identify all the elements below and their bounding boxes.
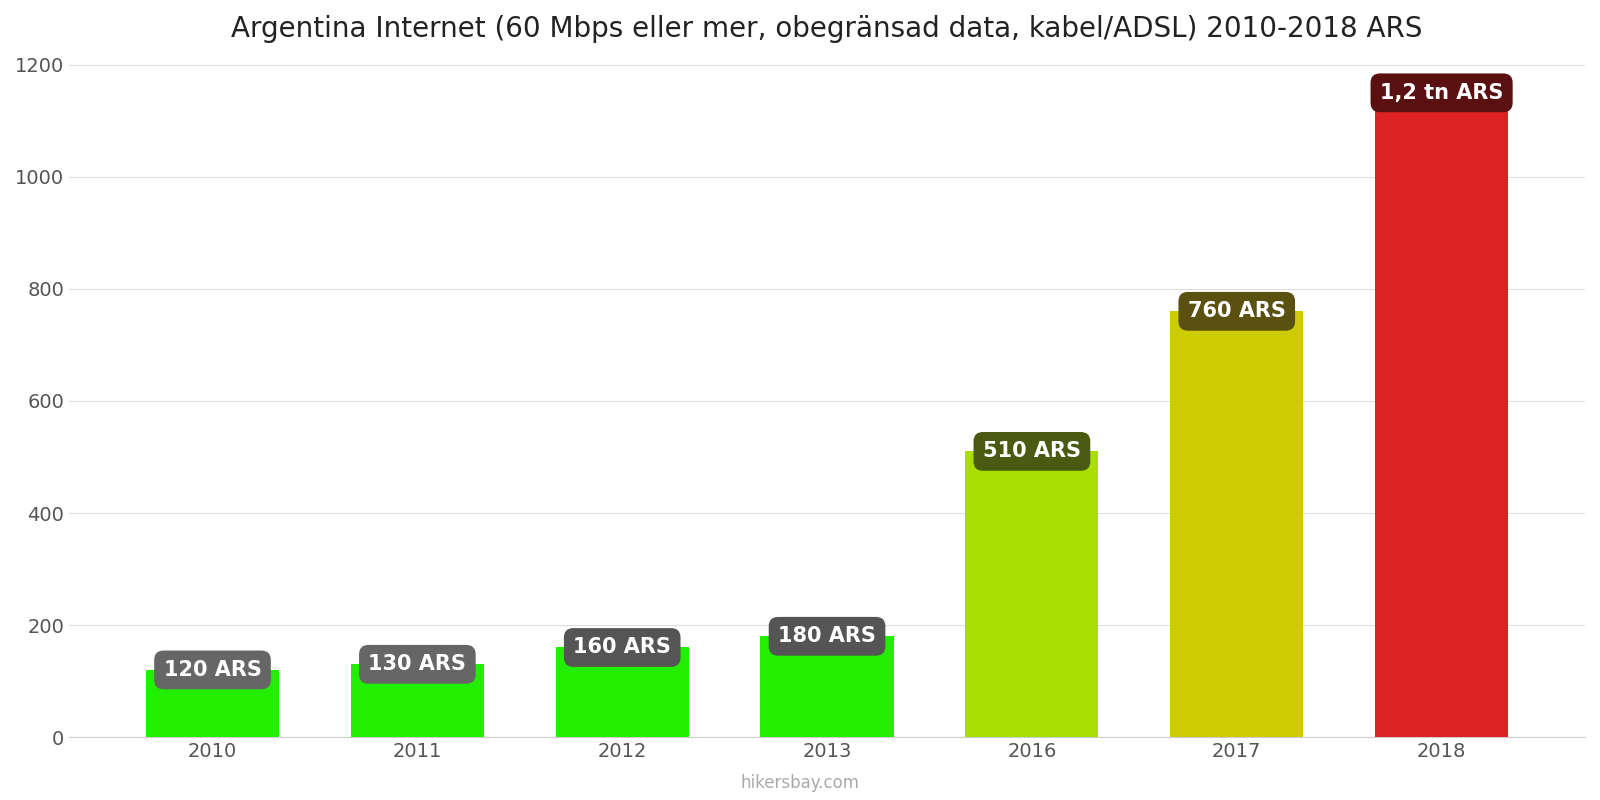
Bar (965, 451, 1099, 737)
Text: 120 ARS: 120 ARS (163, 660, 261, 680)
Text: 760 ARS: 760 ARS (1187, 302, 1286, 322)
Text: hikersbay.com: hikersbay.com (741, 774, 859, 792)
Title: Argentina Internet (60 Mbps eller mer, obegränsad data, kabel/ADSL) 2010-2018 AR: Argentina Internet (60 Mbps eller mer, o… (232, 15, 1422, 43)
Text: 180 ARS: 180 ARS (778, 626, 875, 646)
Bar (146, 670, 278, 737)
Text: 160 ARS: 160 ARS (573, 638, 670, 658)
Bar (555, 647, 688, 737)
Bar (1374, 93, 1509, 737)
Text: 510 ARS: 510 ARS (982, 442, 1082, 462)
Text: 130 ARS: 130 ARS (368, 654, 466, 674)
Bar (760, 636, 894, 737)
Bar (350, 664, 483, 737)
Bar (1170, 311, 1304, 737)
Text: 1,2 tn ARS: 1,2 tn ARS (1379, 82, 1504, 102)
